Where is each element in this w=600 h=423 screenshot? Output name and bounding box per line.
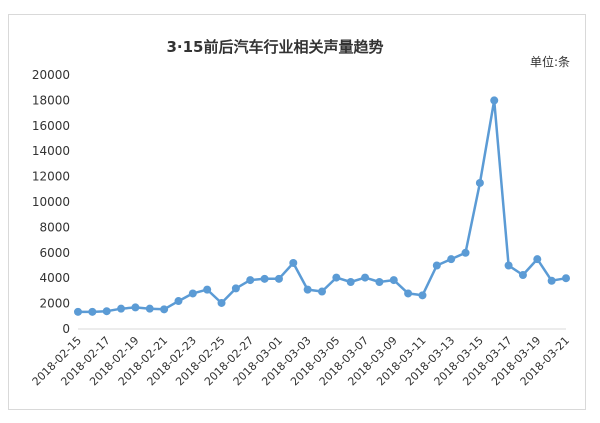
data-point bbox=[533, 255, 542, 264]
data-point bbox=[203, 285, 212, 294]
unit-label: 单位:条 bbox=[530, 54, 570, 69]
y-tick-label: 12000 bbox=[32, 170, 70, 184]
data-point bbox=[160, 305, 169, 314]
y-tick-label: 6000 bbox=[39, 246, 70, 260]
chart-frame bbox=[8, 14, 586, 410]
y-tick-label: 8000 bbox=[39, 220, 70, 234]
y-axis: 0 2000 4000 6000 8000 10000 12000 14000 16000 180… bbox=[32, 68, 70, 336]
data-point bbox=[404, 289, 413, 298]
data-point bbox=[562, 274, 570, 283]
data-point bbox=[131, 303, 140, 312]
data-point bbox=[332, 273, 341, 282]
data-point bbox=[461, 248, 470, 257]
plot-area bbox=[74, 96, 570, 316]
y-tick-label: 18000 bbox=[32, 93, 70, 107]
data-point bbox=[346, 278, 355, 287]
data-point bbox=[117, 304, 126, 313]
data-point bbox=[432, 261, 441, 270]
data-point bbox=[318, 287, 326, 296]
y-tick-label: 4000 bbox=[39, 271, 70, 285]
data-point bbox=[274, 274, 283, 283]
data-point bbox=[88, 307, 97, 316]
y-tick-label: 2000 bbox=[39, 297, 70, 311]
data-point bbox=[361, 273, 370, 282]
data-point bbox=[145, 304, 154, 313]
chart-title: 3·15前后汽车行业相关声量趋势 bbox=[166, 38, 383, 56]
data-point bbox=[518, 271, 527, 280]
data-point bbox=[102, 307, 111, 316]
series-line bbox=[78, 99, 567, 314]
data-point bbox=[289, 258, 298, 267]
y-tick-label: 0 bbox=[62, 322, 70, 336]
data-point bbox=[174, 297, 183, 306]
data-point bbox=[231, 284, 240, 293]
x-axis: 2018-02-152018-02-172018-02-192018-02-21… bbox=[30, 328, 572, 388]
y-tick-label: 16000 bbox=[32, 119, 70, 133]
y-tick-label: 10000 bbox=[32, 195, 70, 209]
y-tick-label: 14000 bbox=[32, 144, 70, 158]
data-point bbox=[375, 278, 384, 287]
data-point bbox=[260, 274, 269, 283]
data-point bbox=[490, 96, 499, 105]
data-point bbox=[217, 298, 226, 307]
data-point bbox=[74, 307, 82, 316]
data-point bbox=[303, 285, 312, 294]
data-point bbox=[418, 291, 427, 300]
data-point bbox=[246, 276, 255, 285]
data-point bbox=[504, 261, 513, 270]
data-point bbox=[188, 289, 197, 298]
data-point bbox=[547, 276, 556, 285]
data-point bbox=[447, 255, 456, 264]
data-point bbox=[475, 178, 484, 187]
y-tick-label: 20000 bbox=[32, 68, 70, 82]
data-point bbox=[389, 276, 398, 285]
